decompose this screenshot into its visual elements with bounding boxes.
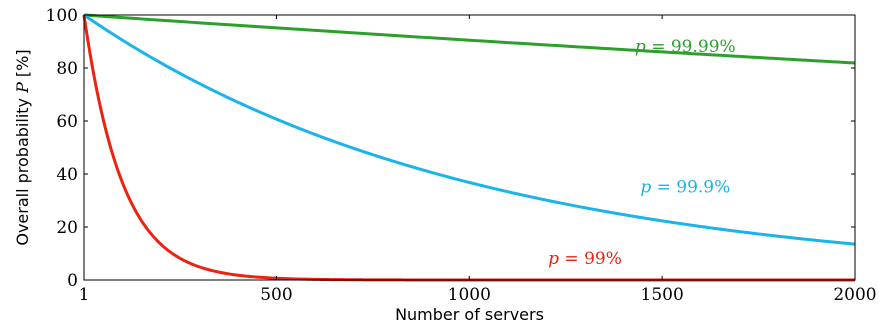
y-tick-label: 80 <box>56 59 78 79</box>
x-tick-label: 1000 <box>448 285 491 305</box>
y-tick-label: 100 <box>46 6 78 26</box>
x-axis-label: Number of servers <box>395 305 544 324</box>
series-label: p = 99.99% <box>635 37 736 57</box>
y-axis-label-symbol: P <box>13 82 32 94</box>
plot-area-frame <box>83 14 856 281</box>
series-layer <box>82 13 856 282</box>
y-axis-label: Overall probability P [%] <box>13 49 32 245</box>
x-tick-label: 2000 <box>833 285 876 305</box>
series-labels-layer: p = 99.99% p = 99.9% p = 99% <box>548 37 736 269</box>
series-line <box>83 13 856 246</box>
y-tick-label: 60 <box>56 112 78 132</box>
y-axis-label-text: Overall probability <box>13 93 32 246</box>
series-label: p = 99% <box>548 249 622 269</box>
x-tick-label: 1500 <box>641 285 684 305</box>
y-tick-label: 40 <box>56 165 78 185</box>
y-tick-label: 0 <box>67 271 78 291</box>
x-tick-label: 1 <box>79 285 90 305</box>
series-line <box>82 14 855 282</box>
series-label: p = 99.9% <box>640 178 730 198</box>
series-line <box>83 13 856 65</box>
y-axis-label-unit: [%] <box>13 49 32 82</box>
y-tick-label: 20 <box>56 218 78 238</box>
x-tick-label: 500 <box>260 285 292 305</box>
